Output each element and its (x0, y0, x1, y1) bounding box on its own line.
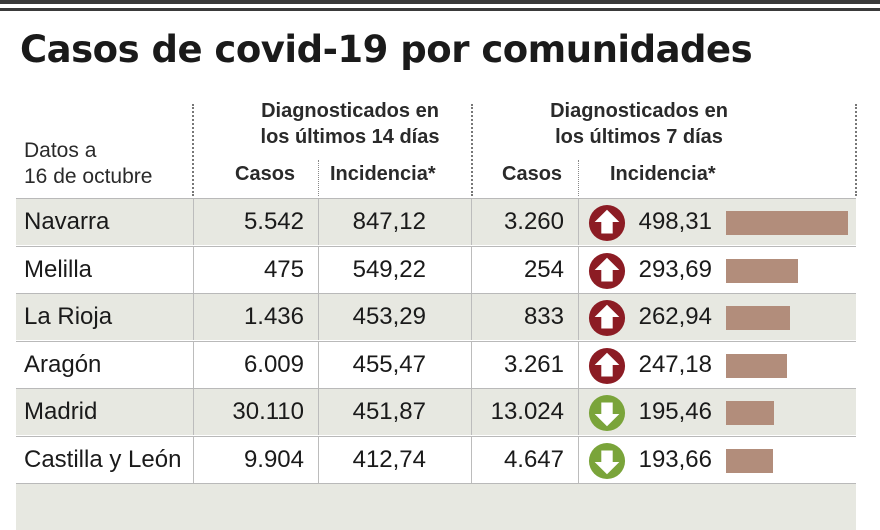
incidence-bar (726, 258, 798, 283)
col-sep (193, 294, 194, 340)
casos-7-days: 3.261 (503, 350, 564, 378)
casos-14-days: 6.009 (243, 350, 304, 378)
arrow-down-icon (588, 394, 626, 432)
col-sep (471, 199, 472, 245)
col-sep (193, 199, 194, 245)
casos-14-days: 30.110 (232, 398, 304, 425)
group-7-days-header: Diagnosticados en los últimos 7 días (524, 98, 754, 150)
incidence-bar (726, 211, 848, 235)
col-sep (471, 246, 472, 293)
casos-14-days: 9.904 (243, 445, 304, 473)
col-header-incidencia-7: Incidencia* (610, 163, 716, 185)
casos-7-days: 13.024 (490, 398, 564, 425)
arrow-up-icon (588, 299, 626, 337)
incidencia-14-days: 453,29 (352, 303, 426, 330)
casos-14-days: 1.436 (243, 303, 304, 330)
col-sep (318, 389, 319, 435)
header-sep-1 (318, 160, 319, 196)
col-sep (193, 436, 194, 483)
col-sep (578, 436, 579, 483)
group7-line1: Diagnosticados en (550, 100, 728, 122)
table-row: Castilla y León 9.904 412,74 4.647 193,66 (16, 435, 856, 483)
incidence-bar (726, 401, 774, 425)
col-sep (318, 341, 319, 388)
chart-title: Casos de covid-19 por comunidades (20, 28, 753, 71)
casos-14-days: 5.542 (243, 208, 304, 235)
col-sep (318, 436, 319, 483)
region-name: Madrid (24, 398, 98, 425)
region-name: Navarra (24, 208, 110, 235)
col-sep (578, 294, 579, 340)
table-row: Melilla 475 549,22 254 293,69 (16, 245, 856, 293)
col-header-casos-7: Casos (502, 163, 563, 185)
arrow-up-icon (588, 252, 626, 289)
col-sep (578, 341, 579, 388)
table-row: La Rioja 1.436 453,29 833 262,94 (16, 293, 856, 340)
arrow-up-icon (588, 347, 626, 384)
col-sep (471, 341, 472, 388)
header-divider-3 (855, 104, 857, 196)
date-label: Datos a 16 de octubre (24, 138, 152, 190)
table-row-partial (16, 483, 856, 530)
col-header-incidencia-14: Incidencia* (330, 163, 436, 185)
col-sep (471, 294, 472, 340)
group-14-days-header: Diagnosticados en los últimos 14 días (235, 98, 465, 150)
group7-line2: los últimos 7 días (555, 126, 723, 148)
incidencia-14-days: 455,47 (352, 350, 426, 378)
incidencia-7-days: 247,18 (638, 350, 712, 378)
top-rule-thin (0, 8, 880, 11)
region-name: La Rioja (24, 303, 113, 330)
group14-line2: los últimos 14 días (260, 126, 440, 148)
casos-7-days: 4.647 (503, 445, 564, 473)
region-name: Castilla y León (24, 445, 182, 473)
header-divider-1 (192, 104, 194, 196)
col-sep (318, 246, 319, 293)
header-divider-2 (471, 104, 473, 196)
casos-7-days: 254 (523, 255, 564, 283)
casos-7-days: 3.260 (503, 208, 564, 235)
table-row: Aragón 6.009 455,47 3.261 247,18 (16, 340, 856, 388)
col-sep (193, 341, 194, 388)
header-sep-2 (578, 160, 579, 196)
arrow-up-icon (588, 204, 626, 242)
incidence-bar (726, 353, 787, 378)
col-sep (471, 389, 472, 435)
incidence-bar (726, 306, 790, 330)
incidence-bar (726, 448, 773, 473)
incidencia-14-days: 451,87 (352, 398, 426, 425)
incidencia-7-days: 262,94 (638, 303, 712, 330)
col-sep (471, 436, 472, 483)
casos-14-days: 475 (263, 255, 304, 283)
col-sep (318, 294, 319, 340)
region-name: Aragón (24, 350, 102, 378)
top-rule (0, 0, 880, 4)
group14-line1: Diagnosticados en (261, 100, 439, 122)
col-header-casos-14: Casos (235, 163, 296, 185)
col-sep (578, 199, 579, 245)
col-sep (318, 199, 319, 245)
col-sep (578, 389, 579, 435)
col-sep (193, 389, 194, 435)
incidencia-14-days: 549,22 (352, 255, 426, 283)
incidencia-14-days: 847,12 (352, 208, 426, 235)
arrow-down-icon (588, 442, 626, 479)
incidencia-7-days: 293,69 (638, 255, 712, 283)
table-row: Navarra 5.542 847,12 3.260 498,31 (16, 198, 856, 245)
casos-7-days: 833 (523, 303, 564, 330)
incidencia-7-days: 193,66 (638, 445, 712, 473)
incidencia-7-days: 498,31 (638, 208, 712, 235)
table-row: Madrid 30.110 451,87 13.024 195,46 (16, 388, 856, 435)
region-name: Melilla (24, 255, 93, 283)
col-sep (193, 246, 194, 293)
incidencia-14-days: 412,74 (352, 445, 426, 473)
date-label-line1: Datos a (24, 139, 97, 162)
col-sep (578, 246, 579, 293)
incidencia-7-days: 195,46 (638, 398, 712, 425)
date-label-line2: 16 de octubre (24, 165, 153, 188)
